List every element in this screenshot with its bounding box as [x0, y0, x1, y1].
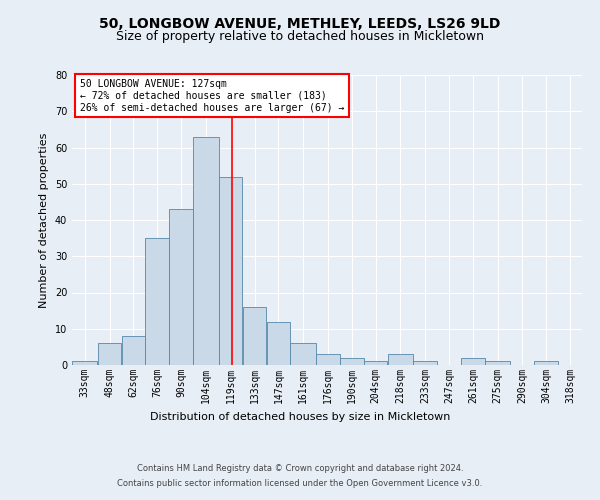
- Bar: [72, 362, 97, 365]
- Bar: [242, 307, 266, 365]
- Bar: [169, 209, 193, 365]
- Bar: [98, 343, 121, 365]
- Text: 50, LONGBOW AVENUE, METHLEY, LEEDS, LS26 9LD: 50, LONGBOW AVENUE, METHLEY, LEEDS, LS26…: [100, 18, 500, 32]
- Bar: [266, 322, 290, 365]
- Bar: [413, 362, 437, 365]
- Bar: [145, 238, 169, 365]
- Bar: [290, 343, 316, 365]
- Text: Distribution of detached houses by size in Mickletown: Distribution of detached houses by size …: [150, 412, 450, 422]
- Bar: [340, 358, 364, 365]
- Text: 50 LONGBOW AVENUE: 127sqm
← 72% of detached houses are smaller (183)
26% of semi: 50 LONGBOW AVENUE: 127sqm ← 72% of detac…: [80, 80, 344, 112]
- Text: Contains public sector information licensed under the Open Government Licence v3: Contains public sector information licen…: [118, 479, 482, 488]
- Bar: [461, 358, 485, 365]
- Bar: [485, 362, 510, 365]
- Text: Contains HM Land Registry data © Crown copyright and database right 2024.: Contains HM Land Registry data © Crown c…: [137, 464, 463, 473]
- Text: Size of property relative to detached houses in Mickletown: Size of property relative to detached ho…: [116, 30, 484, 43]
- Bar: [316, 354, 340, 365]
- Bar: [193, 136, 218, 365]
- Bar: [219, 176, 242, 365]
- Bar: [364, 362, 388, 365]
- Bar: [122, 336, 145, 365]
- Y-axis label: Number of detached properties: Number of detached properties: [39, 132, 49, 308]
- Bar: [388, 354, 413, 365]
- Bar: [535, 362, 558, 365]
